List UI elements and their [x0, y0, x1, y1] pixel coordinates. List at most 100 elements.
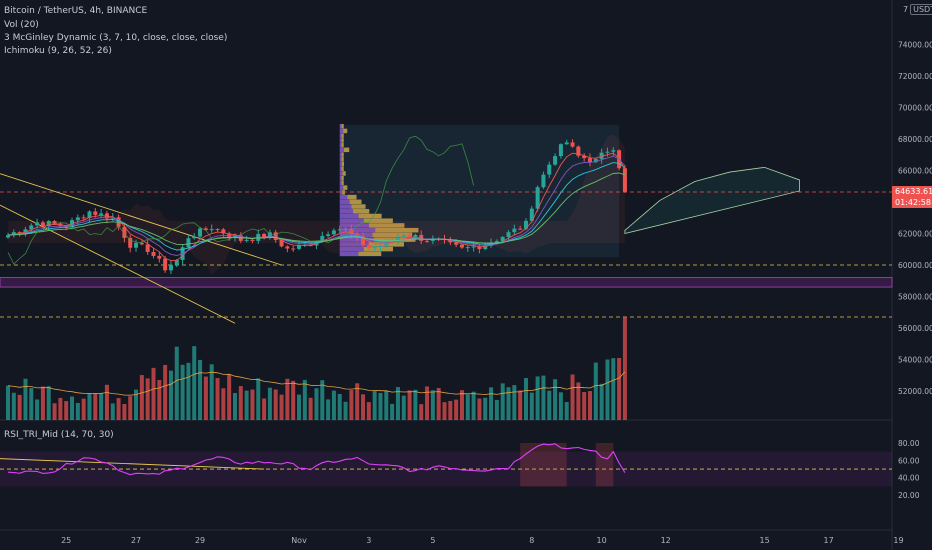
mcginley-legend[interactable]: 3 McGinley Dynamic (3, 7, 10, close, clo… [4, 33, 228, 43]
volume-bar [238, 386, 243, 420]
volume-bar [489, 387, 494, 420]
candle-body [425, 240, 430, 242]
profile-bar-sell [363, 246, 393, 252]
candle-body [564, 142, 569, 145]
profile-bar-buy [339, 152, 342, 157]
profile-bar-sell [342, 171, 346, 176]
volume-bar [483, 397, 488, 420]
ichimoku-legend[interactable]: Ichimoku (9, 26, 52, 26) [4, 46, 112, 56]
time-tick: 29 [195, 536, 205, 545]
profile-bar-sell [353, 209, 370, 214]
volume-bar [52, 403, 57, 420]
candle-body [145, 244, 150, 252]
candle-body [337, 229, 342, 231]
currency-label: USDT [910, 4, 932, 15]
profile-bar-sell [368, 223, 405, 228]
candle-body [605, 151, 610, 153]
candle-body [244, 239, 249, 241]
time-tick: 3 [366, 536, 371, 545]
candle-body [366, 244, 371, 249]
candle-body [413, 234, 418, 237]
price-tick: 56000.00 [898, 324, 932, 333]
volume-bar [297, 394, 301, 420]
time-tick: 27 [131, 536, 141, 545]
profile-bar-buy [339, 213, 359, 219]
cloud-projection [624, 166, 800, 235]
candle-body [512, 228, 517, 233]
rsi-legend[interactable]: RSI_TRI_Mid (14, 70, 30) [4, 430, 114, 440]
currency-number: 7 [903, 5, 909, 14]
price-tick: 58000.00 [898, 293, 932, 302]
candle-body [582, 155, 587, 159]
volume-bar [337, 393, 342, 420]
candle-body [134, 242, 139, 248]
volume-bar [192, 346, 197, 420]
candle-body [75, 217, 80, 221]
price-tick: 60000.00 [898, 261, 932, 270]
candle-body [500, 237, 505, 242]
volume-bar [465, 394, 470, 420]
candle-body [297, 245, 301, 249]
volume-bar [163, 364, 168, 420]
volume-bar [512, 385, 517, 420]
volume-legend[interactable]: Vol (20) [4, 20, 39, 30]
candle-body [163, 258, 168, 271]
candle-body [570, 142, 575, 147]
candle-body [541, 174, 546, 188]
profile-bar-sell [349, 199, 362, 205]
price-tick: 52000.00 [898, 387, 932, 396]
profile-bar-buy [339, 204, 352, 209]
symbol-legend[interactable]: Bitcoin / TetherUS, 4h, BINANCE [4, 6, 148, 16]
profile-bar-sell [363, 218, 393, 223]
candle-body [128, 237, 133, 248]
volume-bar [588, 391, 592, 420]
volume-bar [110, 403, 115, 420]
candle-body [122, 226, 127, 238]
volume-bar [17, 394, 22, 420]
volume-bar [75, 402, 80, 420]
profile-bar-buy [339, 138, 342, 143]
volume-bar [320, 380, 325, 420]
volume-bar [582, 392, 587, 420]
volume-bar [361, 394, 366, 420]
profile-bar-sell [372, 232, 413, 238]
candle-body [285, 246, 290, 249]
candle-body [81, 217, 86, 219]
volume-profile [339, 123, 419, 257]
price-tick: 72000.00 [898, 72, 932, 81]
volume-bar [622, 316, 627, 420]
candle-body [535, 187, 540, 209]
currency-selector[interactable]: 7USDT [903, 4, 932, 15]
candle-body [558, 144, 563, 157]
candle-body [87, 211, 92, 218]
candle-body [151, 251, 156, 256]
volume-bar [122, 404, 127, 420]
profile-bar-buy [339, 199, 350, 205]
rsi-tick: 60.00 [898, 456, 920, 465]
time-tick: 5 [430, 536, 435, 545]
candle-body [209, 229, 214, 231]
time-tick: 12 [661, 536, 671, 545]
volume-bar [139, 375, 144, 420]
price-tick: 66000.00 [898, 167, 932, 176]
candle-body [547, 164, 552, 175]
price-tick: 62000.00 [898, 230, 932, 239]
volume-bar [506, 387, 511, 420]
volume-bar [419, 404, 424, 420]
rsi-tick: 40.00 [898, 474, 920, 483]
candle-body [483, 245, 488, 250]
profile-bar-sell [347, 194, 357, 200]
time-tick: 25 [61, 536, 71, 545]
volume-bar [93, 393, 98, 420]
volume-bar [384, 391, 389, 420]
volume-bar [378, 392, 383, 420]
time-tick: 15 [760, 536, 770, 545]
trendline-upper [0, 173, 282, 266]
candle-body [186, 238, 191, 248]
volume-bar [227, 374, 232, 420]
volume-bar [401, 395, 406, 420]
volume-bar [29, 387, 34, 420]
volume-bar [355, 383, 360, 420]
ichimoku-lagging-span [7, 135, 474, 265]
